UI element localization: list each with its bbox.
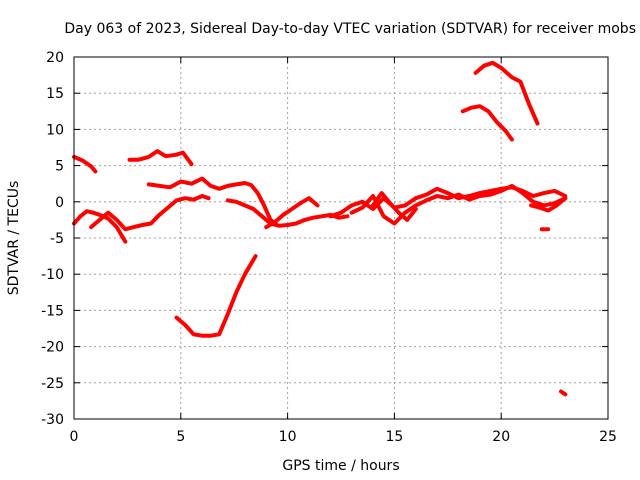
x-tick-label: 15 (385, 429, 403, 445)
y-tick-label: -20 (41, 340, 64, 356)
x-tick-label: 0 (70, 429, 79, 445)
series-trace-8 (174, 254, 258, 338)
y-tick-label: -5 (50, 231, 64, 247)
x-tick-label: 10 (279, 429, 297, 445)
y-tick-label: 5 (55, 159, 64, 175)
series-trace-12 (529, 196, 568, 213)
series-trace-16 (559, 389, 568, 397)
series-trace-10 (349, 183, 568, 226)
y-tick-label: -10 (41, 267, 64, 283)
y-tick-label: 10 (46, 122, 64, 138)
series-trace-6 (225, 198, 350, 228)
series-trace-14 (473, 60, 540, 126)
series-trace-11 (371, 191, 418, 222)
series-trace-2 (72, 209, 128, 244)
y-tick-label: -25 (41, 376, 64, 392)
series-trace-5 (146, 176, 279, 227)
x-tick-label: 5 (176, 429, 185, 445)
data-traces (72, 60, 568, 397)
series-trace-7 (264, 196, 320, 230)
series-trace-9 (328, 185, 568, 219)
y-axis-label: SDTVAR / TECUs (6, 181, 22, 296)
y-tick-label: 0 (55, 195, 64, 211)
grid (74, 57, 608, 419)
y-tick-label: 15 (46, 86, 64, 102)
x-tick-label: 25 (599, 429, 617, 445)
x-axis-label: GPS time / hours (282, 458, 399, 474)
axis-ticks: 0 5 10 15 20 25 -30 -25 -20 -15 -10 -5 0 5 10 15 20 (41, 50, 617, 445)
x-tick-label: 20 (492, 429, 510, 445)
chart-title: Day 063 of 2023, Sidereal Day-to-day VTE… (64, 21, 636, 37)
y-tick-label: 20 (46, 50, 64, 66)
y-tick-label: -15 (41, 303, 64, 319)
series-trace-3 (89, 194, 211, 232)
series-trace-13 (460, 104, 514, 142)
y-tick-label: -30 (41, 412, 64, 428)
series-trace-1 (72, 154, 98, 174)
series-trace-4 (127, 149, 194, 167)
